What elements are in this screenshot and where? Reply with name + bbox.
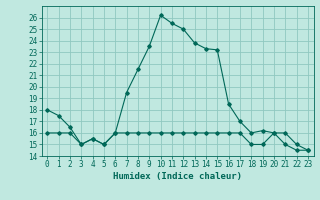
X-axis label: Humidex (Indice chaleur): Humidex (Indice chaleur) bbox=[113, 172, 242, 181]
